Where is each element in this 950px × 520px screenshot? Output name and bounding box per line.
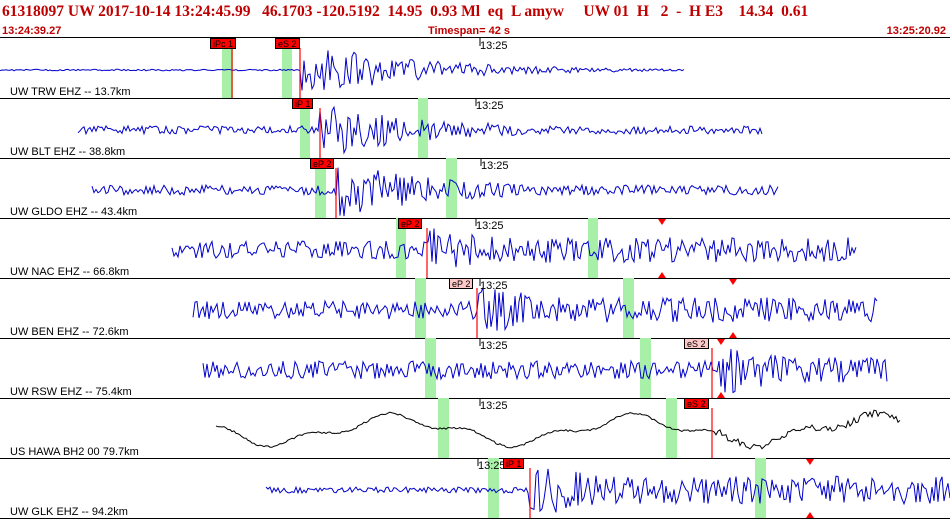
channel-label: UW GLK EHZ -- 94.2km <box>10 506 128 518</box>
phase-window <box>396 218 406 278</box>
arrival-marker-bottom <box>658 272 666 278</box>
trace-row[interactable]: 13:25 iP 1 UW GLK EHZ -- 94.2km <box>0 458 950 519</box>
phase-window <box>222 38 233 98</box>
waveform-canvas <box>77 98 763 158</box>
time-tick-label: 13:25 <box>478 460 506 472</box>
phase-pick-flag[interactable]: eS 2 <box>684 398 709 409</box>
phase-window <box>755 458 766 518</box>
phase-pick-flag[interactable]: eP 2 <box>398 218 423 229</box>
channel-label: UW NAC EHZ -- 66.8km <box>10 266 130 278</box>
time-tick-label: 13:25 <box>480 280 508 292</box>
header-divider <box>0 37 950 38</box>
phase-window <box>300 98 310 158</box>
waveform-canvas <box>0 38 685 98</box>
phase-pick-flag[interactable]: eP 2 <box>310 158 335 169</box>
waveform <box>192 287 878 332</box>
waveform-canvas <box>265 458 950 518</box>
waveform <box>77 105 763 155</box>
phase-pick-flag[interactable]: iP 1 <box>503 458 525 469</box>
window-end-time: 13:25:20.92 <box>886 25 946 37</box>
seismogram-panel[interactable]: 13:25 iPc 1 eS 2 UW TRW EHZ -- 13.7km 13:25 i… <box>0 38 950 520</box>
arrival-marker-top <box>729 279 737 285</box>
phase-pick-flag[interactable]: iP 1 <box>292 98 314 109</box>
arrival-marker-top <box>806 459 814 465</box>
phase-pick-flag[interactable]: iPc 1 <box>210 38 237 49</box>
phase-window <box>282 38 292 98</box>
trace-row[interactable]: 13:25 eP 2 UW GLDO EHZ -- 43.4km <box>0 158 950 219</box>
event-summary: 61318097 UW 2017-10-14 13:24:45.99 46.17… <box>2 3 809 20</box>
channel-label: US HAWA BH2 00 79.7km <box>10 446 139 458</box>
time-tick-label: 13:25 <box>480 340 508 352</box>
waveform-canvas <box>215 398 901 458</box>
phase-window <box>315 158 326 218</box>
window-start-time: 13:24:39.27 <box>2 25 62 37</box>
phase-pick-flag[interactable]: eP 2 <box>449 278 474 289</box>
trace-row[interactable]: 13:25 eP 2 UW NAC EHZ -- 66.8km <box>0 218 950 279</box>
time-tick-label: 13:25 <box>476 100 504 112</box>
trace-row[interactable]: 13:25 eS 2 UW RSW EHZ -- 75.4km <box>0 338 950 399</box>
phase-window <box>446 158 457 218</box>
arrival-marker-bottom <box>729 332 737 338</box>
arrival-marker-top <box>717 339 725 345</box>
waveform-canvas <box>192 278 878 338</box>
phase-window <box>425 338 436 398</box>
trace-row[interactable]: 13:25 eP 2 UW BEN EHZ -- 72.6km <box>0 278 950 339</box>
trace-row[interactable]: 13:25 eS 2 US HAWA BH2 00 79.7km <box>0 398 950 459</box>
waveform <box>0 50 685 91</box>
time-tick-label: 13:25 <box>476 220 504 232</box>
channel-label: UW TRW EHZ -- 13.7km <box>10 86 131 98</box>
channel-label: UW BEN EHZ -- 72.6km <box>10 326 129 338</box>
waveform <box>91 167 779 217</box>
phase-pick-flag[interactable]: eS 2 <box>275 38 300 49</box>
trace-row[interactable]: 13:25 iP 1 UW BLT EHZ -- 38.8km <box>0 98 950 159</box>
waveform-canvas <box>91 158 779 218</box>
channel-label: UW RSW EHZ -- 75.4km <box>10 386 132 398</box>
waveform-canvas <box>202 338 888 398</box>
time-tick-label: 13:25 <box>481 160 509 172</box>
arrival-marker-top <box>658 219 666 225</box>
waveform <box>171 228 857 268</box>
channel-label: UW BLT EHZ -- 38.8km <box>10 146 126 158</box>
arrival-marker-bottom <box>806 512 814 518</box>
phase-window <box>623 278 634 338</box>
timespan-label: Timespan= 42 s <box>428 25 511 37</box>
phase-window <box>418 98 428 158</box>
waveform <box>215 409 901 450</box>
time-tick-label: 13:25 <box>480 400 508 412</box>
event-header: 61318097 UW 2017-10-14 13:24:45.99 46.17… <box>0 0 950 38</box>
phase-pick-flag[interactable]: eS 2 <box>684 338 709 349</box>
waveform-canvas <box>171 218 857 278</box>
waveform <box>265 468 950 513</box>
trace-row[interactable]: 13:25 iPc 1 eS 2 UW TRW EHZ -- 13.7km <box>0 38 950 99</box>
arrival-marker-bottom <box>717 392 725 398</box>
phase-window <box>588 218 598 278</box>
channel-label: UW GLDO EHZ -- 43.4km <box>10 206 138 218</box>
waveform <box>202 349 888 394</box>
phase-window <box>488 458 499 518</box>
time-tick-label: 13:25 <box>480 40 508 52</box>
